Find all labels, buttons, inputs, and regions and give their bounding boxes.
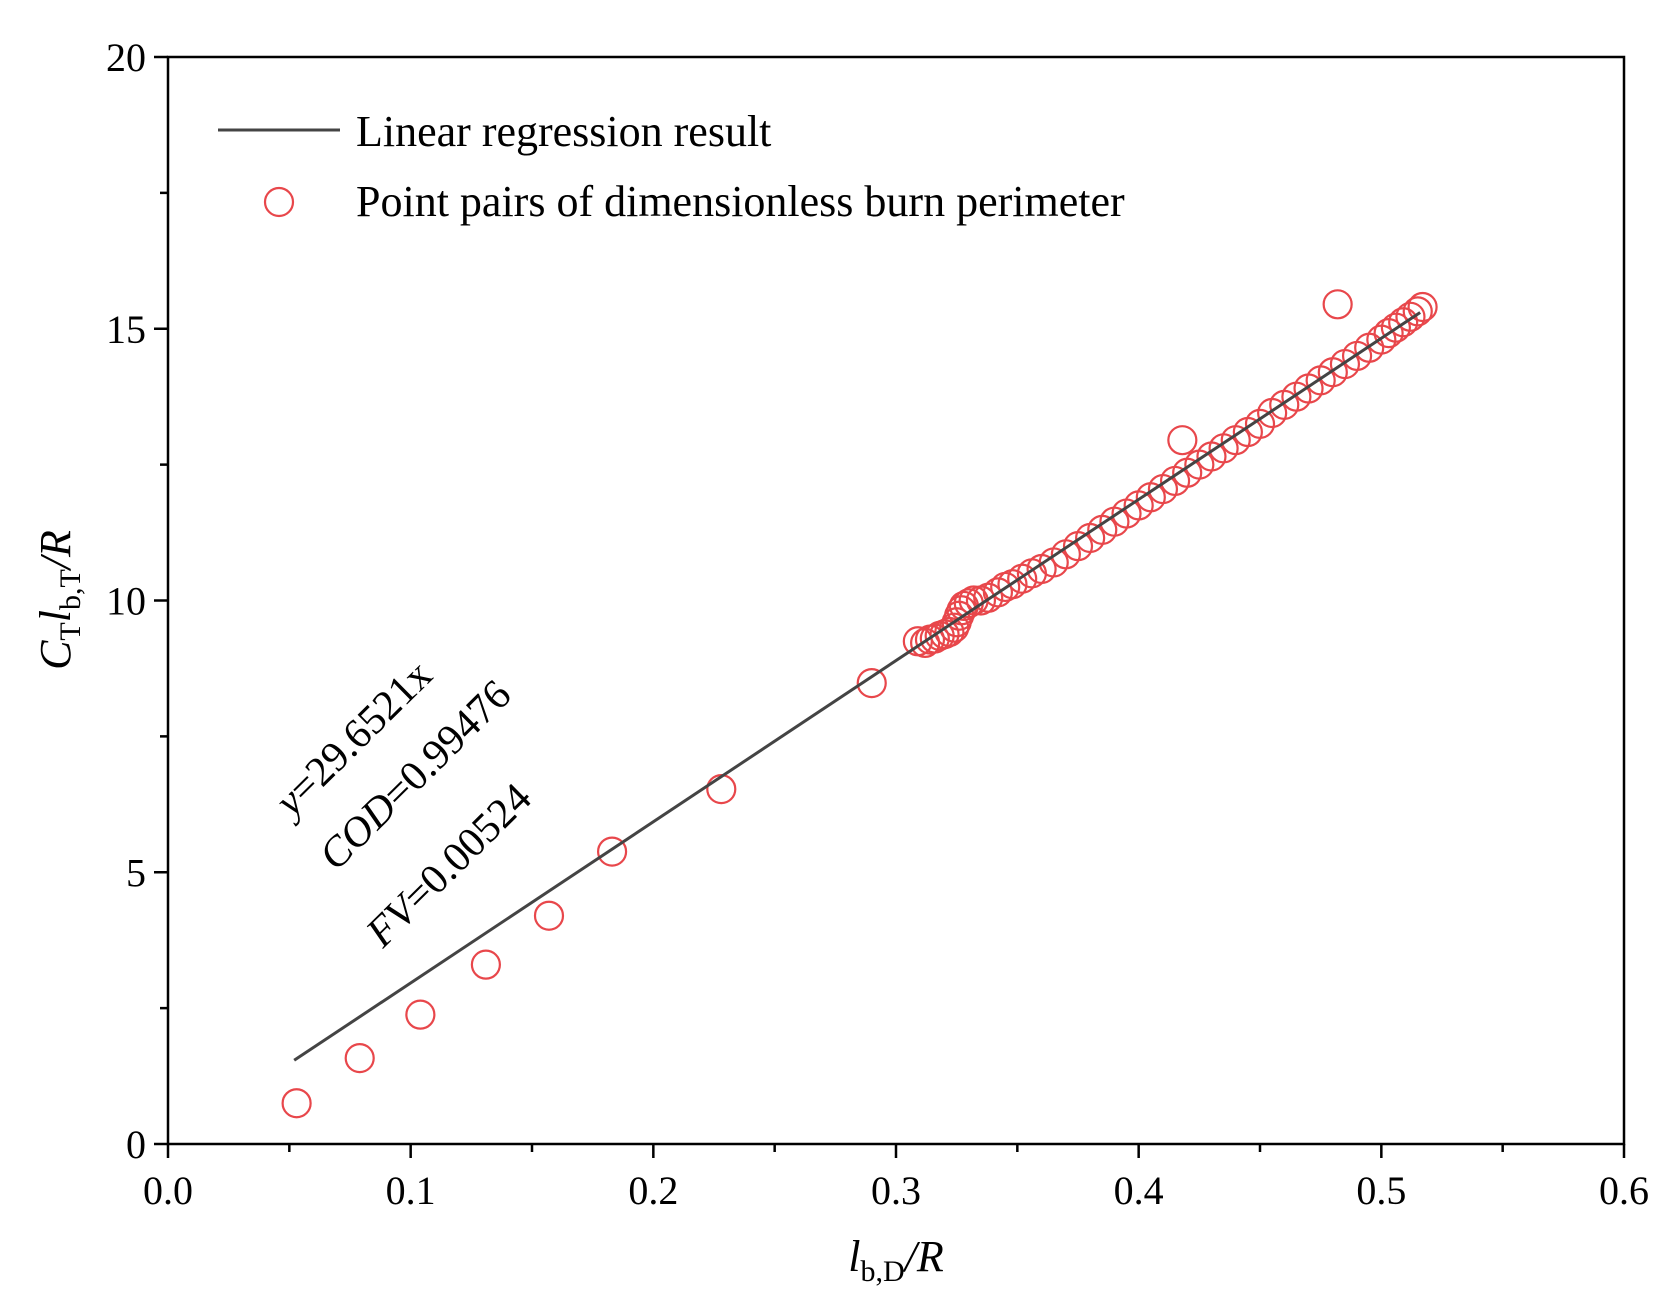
x-tick-label: 0.2 (628, 1168, 678, 1213)
legend-marker-swatch (263, 186, 295, 218)
data-point (706, 773, 737, 805)
x-tick-label: 0.3 (871, 1168, 921, 1213)
data-point (533, 900, 565, 931)
x-tick-label: 0.6 (1599, 1168, 1649, 1213)
data-point (405, 999, 436, 1030)
legend: Linear regression result Point pairs of … (218, 107, 1125, 226)
data-point (1322, 289, 1353, 320)
x-tick-label: 0.0 (143, 1168, 193, 1213)
regression-annotation: y=29.6521x COD=0.99476 FV=0.00524 (264, 652, 541, 957)
regression-series (293, 311, 1421, 1062)
data-point (1244, 408, 1276, 439)
y-tick-label: 5 (126, 850, 146, 895)
x-tick-label: 0.5 (1356, 1168, 1406, 1213)
legend-marker-label: Point pairs of dimensionless burn perime… (356, 177, 1125, 226)
y-tick-label: 20 (106, 35, 146, 80)
y-tick-label: 0 (126, 1122, 146, 1167)
x-tick-label: 0.4 (1114, 1168, 1164, 1213)
scatter-series (281, 289, 1438, 1119)
x-tick-label: 0.1 (386, 1168, 436, 1213)
data-point (281, 1088, 312, 1119)
y-tick-label: 10 (106, 579, 146, 624)
y-tick-label: 15 (106, 307, 146, 352)
axis-ticks (154, 55, 1626, 1158)
data-point (344, 1043, 375, 1074)
x-axis-label: lb,D/R (848, 1232, 944, 1288)
regression-line (293, 311, 1421, 1062)
legend-line-label: Linear regression result (356, 107, 771, 156)
data-point (470, 949, 501, 980)
data-point (1402, 296, 1433, 327)
data-point (1167, 425, 1198, 456)
data-point (1407, 291, 1438, 323)
data-point (929, 619, 960, 650)
data-point (982, 577, 1014, 608)
y-axis-label: CTlb,T/R (31, 530, 87, 670)
data-point (856, 668, 887, 699)
data-point (596, 836, 628, 867)
data-point (1395, 301, 1426, 332)
data-point (946, 595, 977, 626)
axis-tick-labels: 0.0 0.1 0.2 0.3 0.4 0.5 0.6 0 5 10 15 20 (106, 35, 1649, 1213)
